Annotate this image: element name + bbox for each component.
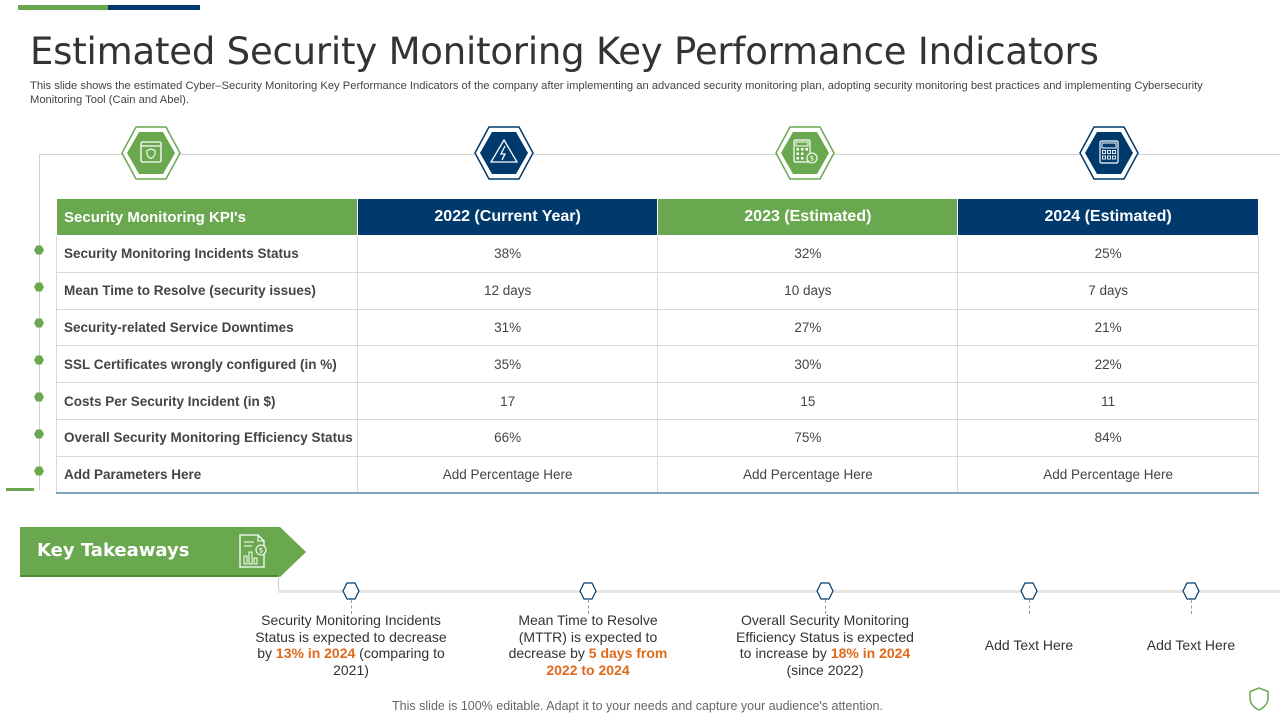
left-accent-mark [6, 488, 34, 491]
kpi-name-cell[interactable]: Overall Security Monitoring Efficiency S… [56, 418, 358, 457]
kpi-name-cell[interactable]: SSL Certificates wrongly configured (in … [56, 345, 358, 384]
lightning-icon [473, 125, 535, 181]
timeline-hex-marker [342, 582, 360, 600]
timeline-line [278, 590, 1280, 593]
timeline-dash [1191, 600, 1192, 614]
slide-subtitle[interactable]: This slide shows the estimated Cyber–Sec… [30, 80, 1203, 106]
row-marker-dot [34, 318, 44, 328]
value-cell-2023[interactable]: 30% [657, 345, 959, 384]
value-cell-2024[interactable]: 84% [957, 418, 1259, 457]
column-header-2022[interactable]: 2022 (Current Year) [356, 198, 659, 236]
slide-title[interactable]: Estimated Security Monitoring Key Perfor… [30, 30, 1099, 73]
value-cell-2023[interactable]: 32% [657, 235, 959, 273]
footer-note[interactable]: This slide is 100% editable. Adapt it to… [392, 699, 883, 713]
table-row: Security-related Service Downtimes 31% 2… [56, 308, 1259, 347]
row-marker-dot [34, 392, 44, 402]
value-cell-2022[interactable]: 31% [356, 308, 659, 347]
table-row: SSL Certificates wrongly configured (in … [56, 345, 1259, 384]
timeline-hex-marker [816, 582, 834, 600]
table-row: Mean Time to Resolve (security issues) 1… [56, 271, 1259, 310]
value-cell-2024[interactable]: 7 days [957, 271, 1259, 310]
value-cell-2022[interactable]: 38% [356, 235, 659, 273]
value-cell-2022[interactable]: 17 [356, 382, 659, 420]
value-cell-2024[interactable]: 21% [957, 308, 1259, 347]
key-takeaways-label[interactable]: Key Takeaways [37, 540, 190, 561]
row-marker-dot [34, 245, 44, 255]
top-accent-bar-blue [108, 5, 200, 10]
shield-browser-icon [120, 125, 182, 181]
table-row: Overall Security Monitoring Efficiency S… [56, 418, 1259, 457]
timeline-hex-marker [1020, 582, 1038, 600]
column-header-2023[interactable]: 2023 (Estimated) [657, 198, 959, 236]
top-accent-bar-green [18, 5, 108, 10]
kpi-name-cell[interactable]: Costs Per Security Incident (in $) [56, 382, 358, 420]
table-row: Costs Per Security Incident (in $) 17 15… [56, 382, 1259, 420]
table-header-row: Security Monitoring KPI's 2022 (Current … [56, 198, 1259, 236]
timeline-hex-marker [1182, 582, 1200, 600]
row-marker-dot [34, 282, 44, 292]
value-cell-2023[interactable]: 27% [657, 308, 959, 347]
value-cell-2022[interactable]: 66% [356, 418, 659, 457]
svg-text:$: $ [810, 155, 814, 163]
kpi-name-cell[interactable]: Security-related Service Downtimes [56, 308, 358, 347]
value-cell-2023[interactable]: Add Percentage Here [657, 455, 959, 495]
shield-icon [1247, 686, 1271, 712]
table-row: Add Parameters Here Add Percentage Here … [56, 455, 1259, 495]
kpi-name-cell[interactable]: Security Monitoring Incidents Status [56, 235, 358, 273]
calculator-icon [1078, 125, 1140, 181]
takeaway-text-4[interactable]: Add Text Here [984, 637, 1074, 653]
timeline-connector [278, 576, 279, 591]
timeline-hex-marker [579, 582, 597, 600]
row-marker-dot [34, 355, 44, 365]
value-cell-2022[interactable]: 12 days [356, 271, 659, 310]
connector-line-horizontal [39, 154, 1280, 155]
row-marker-dot [34, 466, 44, 476]
row-marker-dot [34, 429, 44, 439]
table-row: Security Monitoring Incidents Status 38%… [56, 235, 1259, 273]
kpi-name-cell[interactable]: Mean Time to Resolve (security issues) [56, 271, 358, 310]
value-cell-2023[interactable]: 10 days [657, 271, 959, 310]
takeaway-text-1[interactable]: Security Monitoring Incidents Status is … [255, 612, 447, 678]
takeaway-text-2[interactable]: Mean Time to Resolve (MTTR) is expected … [508, 612, 668, 678]
value-cell-2024[interactable]: 11 [957, 382, 1259, 420]
value-cell-2024[interactable]: 22% [957, 345, 1259, 384]
calculator-dollar-icon: $ [774, 125, 836, 181]
value-cell-2024[interactable]: 25% [957, 235, 1259, 273]
report-chart-icon: $ [234, 532, 270, 570]
value-cell-2022[interactable]: Add Percentage Here [356, 455, 659, 495]
value-cell-2024[interactable]: Add Percentage Here [957, 455, 1259, 495]
timeline-dash [588, 600, 589, 614]
timeline-dash [1029, 600, 1030, 614]
column-header-kpi[interactable]: Security Monitoring KPI's [56, 198, 358, 236]
column-header-2024[interactable]: 2024 (Estimated) [957, 198, 1259, 236]
value-cell-2023[interactable]: 75% [657, 418, 959, 457]
kpi-table: Security Monitoring KPI's 2022 (Current … [56, 198, 1259, 495]
takeaway-text-3[interactable]: Overall Security Monitoring Efficiency S… [736, 612, 914, 678]
key-takeaways-banner [20, 527, 306, 577]
value-cell-2023[interactable]: 15 [657, 382, 959, 420]
timeline-dash [825, 600, 826, 614]
svg-text:$: $ [259, 547, 263, 555]
value-cell-2022[interactable]: 35% [356, 345, 659, 384]
takeaway-text-5[interactable]: Add Text Here [1146, 637, 1236, 653]
timeline-dash [351, 600, 352, 614]
kpi-name-cell[interactable]: Add Parameters Here [56, 455, 358, 495]
